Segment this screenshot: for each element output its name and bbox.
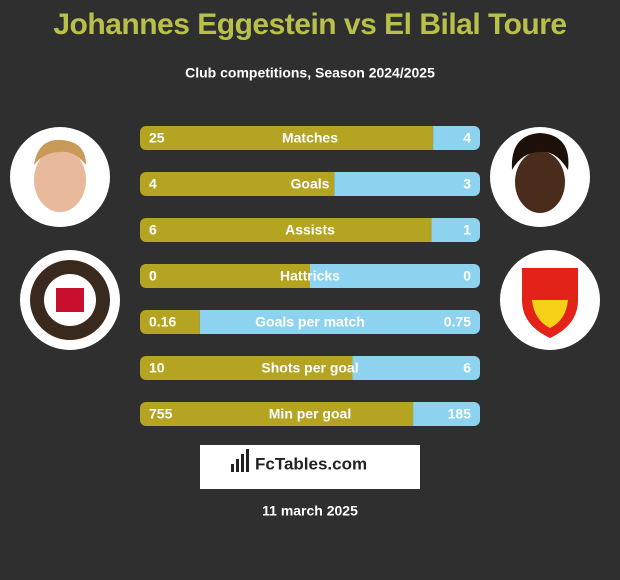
player-right-photo xyxy=(490,127,590,227)
club-left-logo xyxy=(20,250,120,350)
stat-label: Goals xyxy=(291,176,330,192)
left-value: 6 xyxy=(149,222,157,238)
bar-left xyxy=(140,264,310,288)
subtitle: Club competitions, Season 2024/2025 xyxy=(185,65,435,81)
brand-box: FcTables.com xyxy=(200,445,420,489)
bar-left xyxy=(140,310,200,334)
stat-row xyxy=(140,356,480,380)
date: 11 march 2025 xyxy=(262,503,358,519)
player-left-photo xyxy=(10,127,110,227)
stat-row xyxy=(140,126,480,150)
left-value: 0 xyxy=(149,268,157,284)
left-value: 0.16 xyxy=(149,314,176,330)
bar-left xyxy=(140,356,353,380)
bar-left xyxy=(140,172,335,196)
right-value: 185 xyxy=(448,406,472,422)
right-value: 3 xyxy=(463,176,471,192)
stat-label: Goals per match xyxy=(255,314,365,330)
stat-row xyxy=(140,402,480,426)
stat-row xyxy=(140,172,480,196)
stat-label: Shots per goal xyxy=(261,360,358,376)
stat-row xyxy=(140,310,480,334)
bar-left xyxy=(140,218,432,242)
left-value: 10 xyxy=(149,360,165,376)
left-value: 25 xyxy=(149,130,165,146)
bar-right xyxy=(431,218,480,242)
brand: FcTables.com xyxy=(255,454,367,473)
club-right-logo xyxy=(500,250,600,350)
stat-label: Hattricks xyxy=(280,268,340,284)
left-value: 4 xyxy=(149,176,157,192)
stat-label: Assists xyxy=(285,222,335,238)
bar-right xyxy=(334,172,480,196)
bar-right xyxy=(199,310,480,334)
stat-row xyxy=(140,264,480,288)
bar-left xyxy=(140,126,434,150)
left-value: 755 xyxy=(149,406,173,422)
stat-label: Min per goal xyxy=(269,406,351,422)
title: Johannes Eggestein vs El Bilal Toure xyxy=(53,8,566,41)
bar-right xyxy=(433,126,480,150)
bar-left xyxy=(140,402,414,426)
right-value: 1 xyxy=(463,222,471,238)
bar-right xyxy=(352,356,480,380)
right-value: 0.75 xyxy=(444,314,471,330)
stat-row xyxy=(140,218,480,242)
bar-right xyxy=(413,402,480,426)
right-value: 0 xyxy=(463,268,471,284)
stat-label: Matches xyxy=(282,130,338,146)
right-value: 4 xyxy=(463,130,471,146)
right-value: 6 xyxy=(463,360,471,376)
bar-right xyxy=(310,264,480,288)
